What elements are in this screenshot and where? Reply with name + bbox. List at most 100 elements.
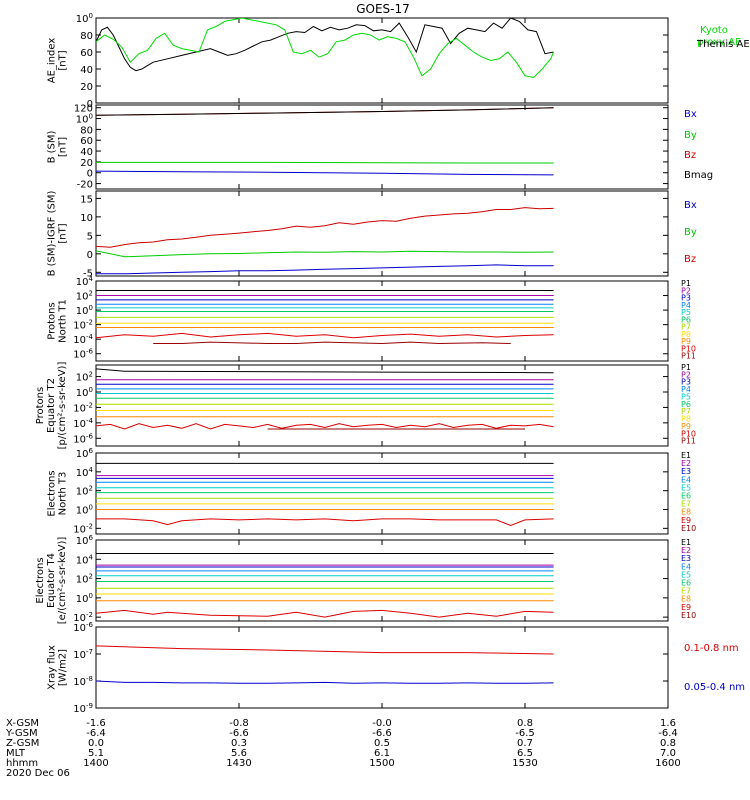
xaxis-row-label-4: hhmm <box>6 758 38 769</box>
ytick-label-5-0: 10-2 <box>73 522 93 535</box>
ylabel-p_north-0: Protons <box>47 302 58 339</box>
legend-p_north-10: P11 <box>681 352 696 361</box>
ytick-label-6-0: 10-2 <box>73 611 93 624</box>
ytick-label-0-2: 40 <box>80 65 93 76</box>
legend-xray-1: 0.05-0.4 nm <box>684 682 745 693</box>
ytick-label-3-4: 102 <box>76 290 93 303</box>
legend-dbigrf-2: Bz <box>684 254 696 265</box>
legend-p_equator-8: P9 <box>681 422 691 431</box>
xaxis-value-0-2: -0.0 <box>372 718 392 729</box>
xaxis-value-1-4: -6.4 <box>658 728 678 739</box>
xaxis-row-label-0: X-GSM <box>6 718 39 729</box>
legend-p_equator-3: P4 <box>681 385 691 394</box>
xaxis-value-3-2: 6.1 <box>374 748 390 759</box>
legend-p_north-1: P2 <box>681 286 691 295</box>
chart-title: GOES-17 <box>356 2 410 16</box>
legend-e_north-5: E6 <box>681 492 691 501</box>
legend-p_north-3: P4 <box>681 301 691 310</box>
legend-p_north-8: P9 <box>681 337 691 346</box>
ytick-label-0-5: 100 <box>76 12 93 25</box>
panel-frame-e_north <box>95 452 669 535</box>
series-line-dbigrf-0 <box>96 207 554 248</box>
ytick-label-3-2: 10-2 <box>73 319 93 332</box>
legend-e_equator-0: E1 <box>681 538 691 547</box>
legend-e_equator-3: E4 <box>681 562 691 571</box>
series-line-b-2 <box>96 161 554 164</box>
ytick-label-4-0: 10-6 <box>73 432 93 445</box>
legend-b-0: Bx <box>684 109 697 120</box>
xaxis-row-label-1: Y-GSM <box>5 728 38 739</box>
legend-ae-0: proxy AE <box>697 37 741 48</box>
series-line-b-3 <box>96 170 554 176</box>
xaxis-value-1-2: -6.6 <box>372 728 392 739</box>
xaxis-row-label-3: MLT <box>6 748 26 759</box>
series-line-p_north-9 <box>96 332 554 339</box>
ytick-label-0-1: 20 <box>80 82 93 93</box>
series-line-dbigrf-2 <box>96 264 554 275</box>
xaxis-value-3-3: 6.5 <box>517 748 533 759</box>
series-line-ae-1 <box>96 18 555 79</box>
xaxis-value-0-1: -0.8 <box>229 718 249 729</box>
ytick-label-1-3: 40 <box>80 147 93 158</box>
ytick-label-1-6: 100 <box>76 113 93 126</box>
xaxis-value-2-4: 0.8 <box>660 738 676 749</box>
ytick-label-1-5: 80 <box>80 125 93 136</box>
series-line-b-1 <box>96 107 554 116</box>
xaxis-value-4-4: 1600 <box>655 758 680 769</box>
ytick-label-2-4: 15 <box>80 194 93 205</box>
ytick-label-5-4: 106 <box>76 447 94 460</box>
series-line-e_equator-9 <box>96 609 554 618</box>
ytick-label-0-0: 0 <box>87 99 93 110</box>
ytick-label-5-1: 100 <box>76 504 93 517</box>
ytick-label-3-0: 10-6 <box>73 348 93 361</box>
series-line-p_equator-0 <box>96 368 554 374</box>
legend-e_equator-4: E5 <box>681 570 691 579</box>
legend-p_equator-1: P2 <box>681 370 691 379</box>
series-line-p_equator-9 <box>96 423 554 430</box>
panel-frame-b <box>95 104 669 190</box>
series-line-xray-0 <box>96 645 554 655</box>
legend-p_north-6: P7 <box>681 323 691 332</box>
series-line-xray-1 <box>96 680 554 684</box>
ylabel-dbigrf-1: [nT] <box>58 223 69 243</box>
series-line-p_north-10 <box>153 341 511 345</box>
ylabel-b-0: B (SM) <box>47 130 58 163</box>
ytick-label-0-4: 80 <box>80 31 93 42</box>
ytick-label-5-3: 104 <box>76 466 94 479</box>
ytick-label-1-7: 120 <box>74 104 93 115</box>
panel-e_equator: 10-2 100 102 104 106 Electrons Equator T4 [e/(c… <box>35 534 696 624</box>
legend-b-2: Bz <box>684 150 696 161</box>
ytick-label-6-2: 102 <box>76 573 93 586</box>
legend-p_equator-2: P3 <box>681 378 691 387</box>
legend-e_equator-7: E8 <box>681 595 691 604</box>
legend-e_north-1: E2 <box>681 459 691 468</box>
panel-frame-e_equator <box>95 539 669 622</box>
panel-frame-ae <box>95 17 669 104</box>
ytick-label-3-3: 100 <box>76 304 93 317</box>
ytick-label-2-1: 0 <box>87 250 93 261</box>
ylabel-xray-1: [W/m2] <box>58 649 69 686</box>
ylabel-p_north-1: North T1 <box>58 299 69 343</box>
xaxis-value-3-0: 5.1 <box>88 748 104 759</box>
legend-e_equator-5: E6 <box>681 579 691 588</box>
ylabel-p_equator-1: Equator T2 <box>46 378 57 433</box>
legend-e_equator-8: E9 <box>681 603 691 612</box>
xaxis-value-4-3: 1530 <box>512 758 537 769</box>
legend-e_north-4: E5 <box>681 483 691 492</box>
ytick-label-1-0: -20 <box>77 180 93 191</box>
legend-p_north-2: P3 <box>681 294 691 303</box>
legend-ae-0: Kyoto <box>700 25 728 36</box>
xaxis-date: 2020 Dec 06 <box>6 768 70 779</box>
legend-b-1: By <box>684 130 697 141</box>
ytick-label-7-3: 10-6 <box>73 621 93 634</box>
xaxis-value-0-4: 1.6 <box>660 718 676 729</box>
ytick-label-4-1: 10-4 <box>73 417 93 430</box>
ylabel-e_north-0: Electrons <box>47 470 58 516</box>
ytick-label-0-3: 60 <box>80 48 93 59</box>
ytick-label-4-4: 102 <box>76 371 93 384</box>
panel-xray: 10-9 10-8 10-7 10-6 Xray flux [W/m2] 0.1-0.8 n… <box>47 621 746 715</box>
ytick-label-6-1: 100 <box>76 592 93 605</box>
ytick-label-2-0: -5 <box>83 268 93 279</box>
xaxis-value-1-3: -6.5 <box>515 728 535 739</box>
xaxis-value-2-1: 0.3 <box>231 738 247 749</box>
